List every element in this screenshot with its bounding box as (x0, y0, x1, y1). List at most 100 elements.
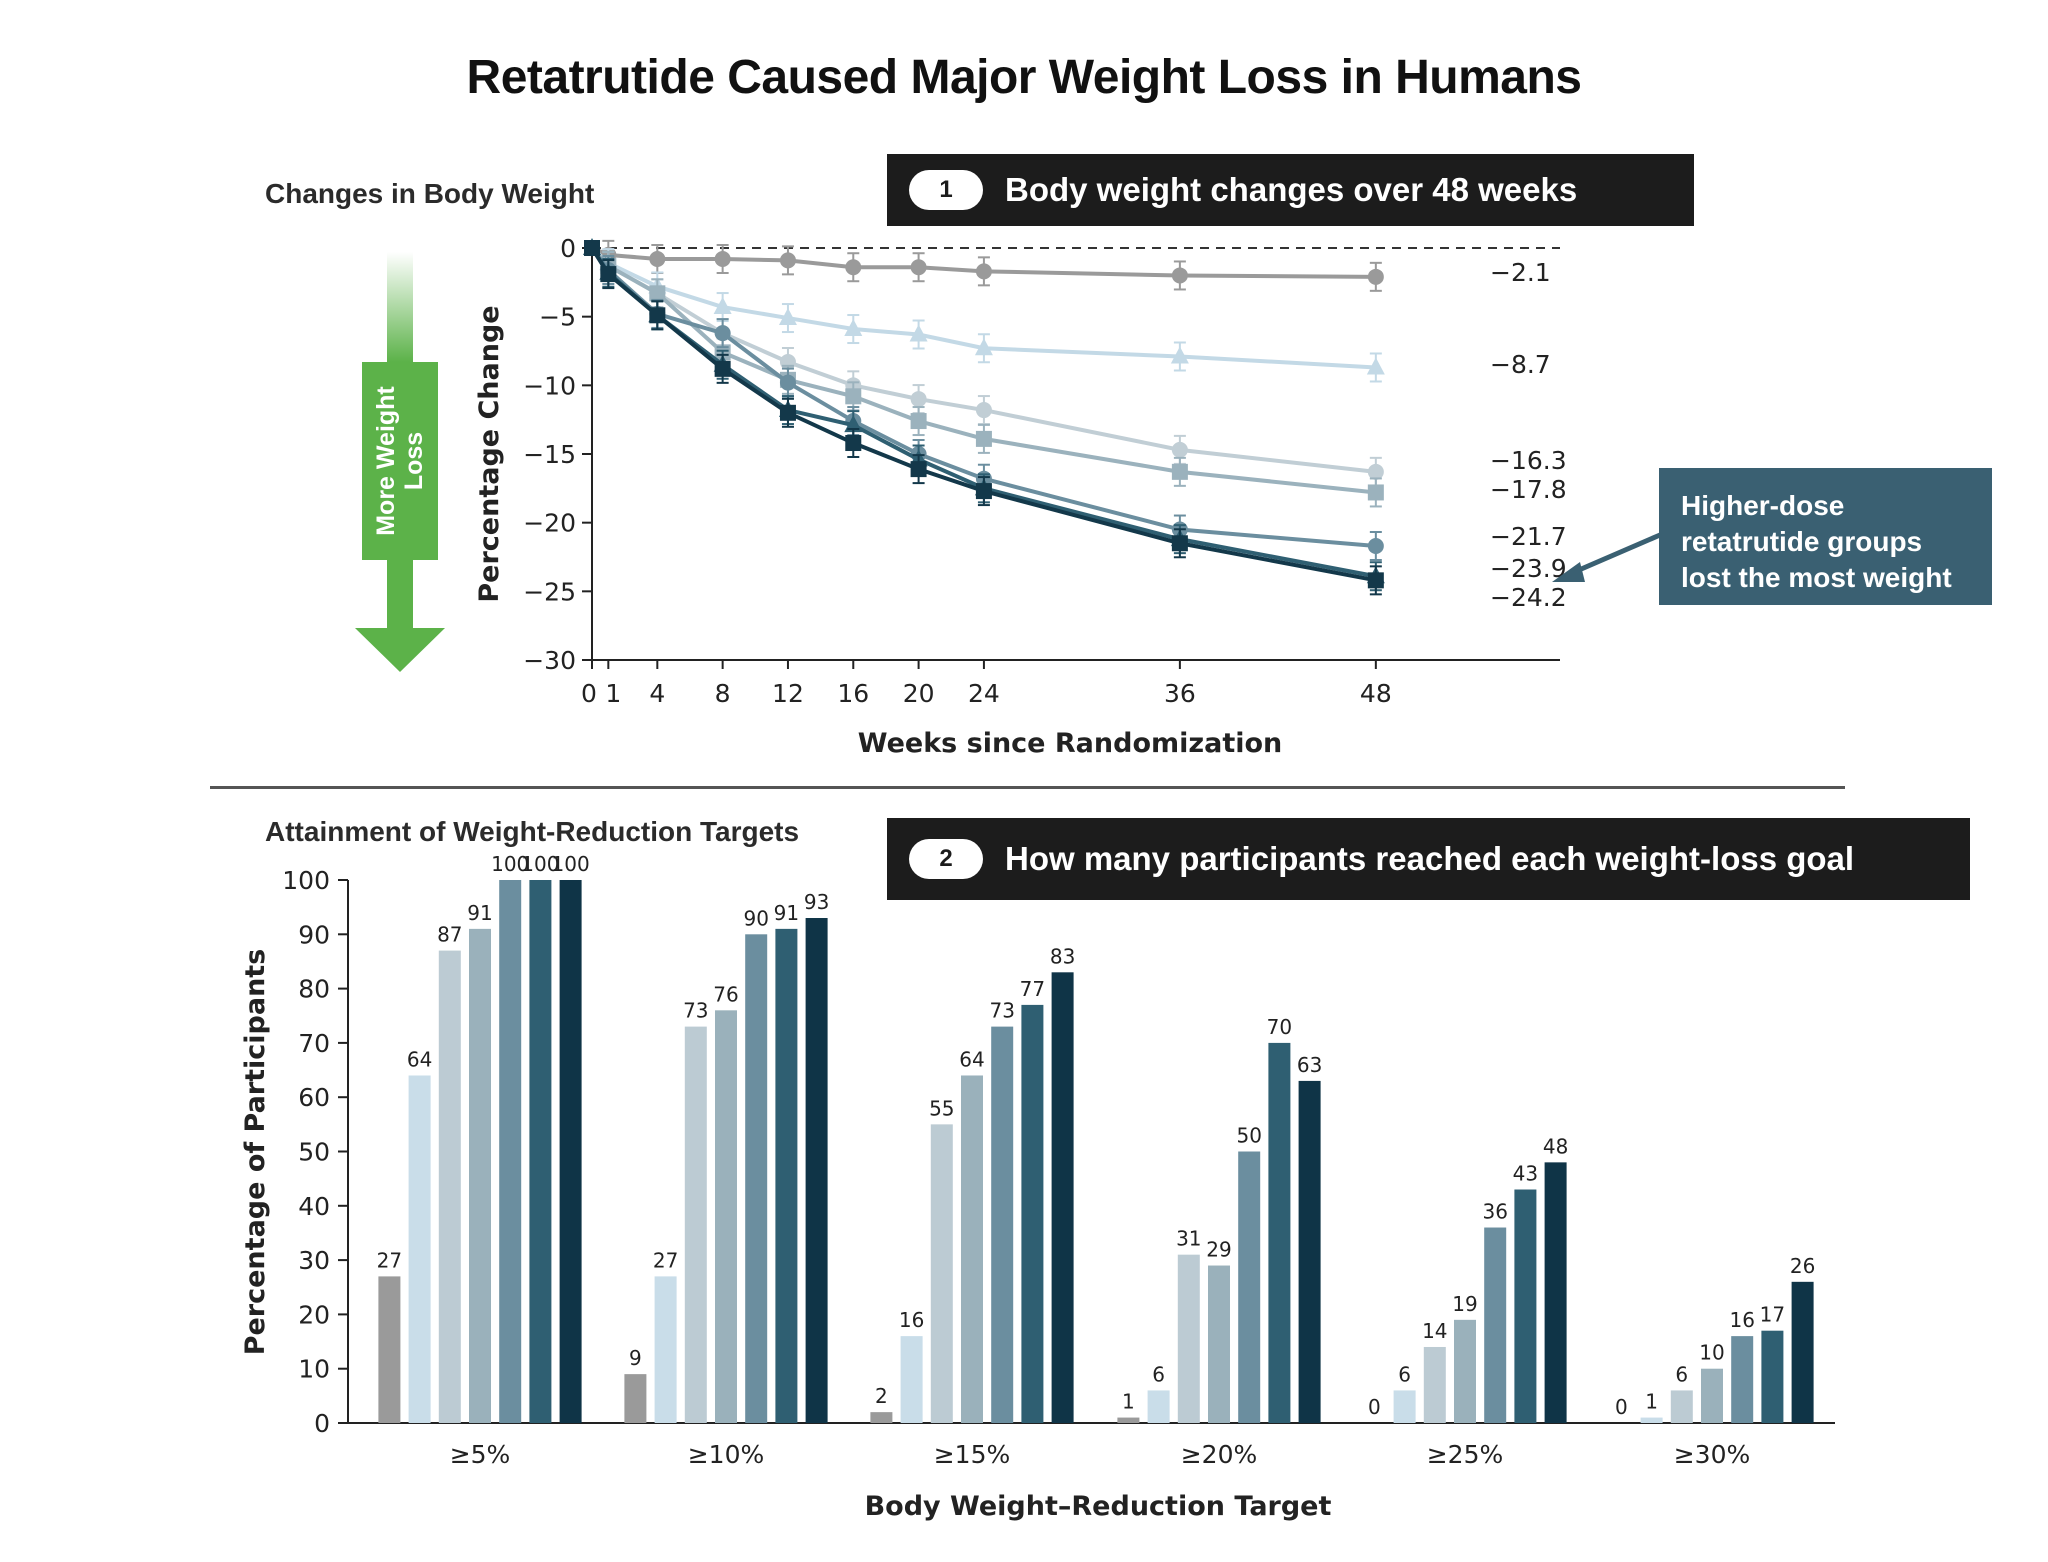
data-point (1367, 268, 1384, 285)
banner-2: 2 How many participants reached each wei… (887, 818, 1970, 900)
bar-value-label: 77 (1020, 977, 1045, 1001)
bar (1423, 1346, 1446, 1423)
bar (991, 1026, 1014, 1423)
data-point (975, 483, 992, 500)
data-point (909, 324, 928, 342)
banner-2-number: 2 (909, 839, 983, 879)
y-tick-label: 60 (298, 1083, 330, 1112)
line-chart-x-label: Weeks since Randomization (858, 728, 1283, 759)
series-line (590, 246, 1376, 370)
bar-value-label: 73 (683, 999, 708, 1023)
bar-value-label: 10 (1699, 1341, 1724, 1365)
bar-value-label: 43 (1513, 1162, 1538, 1186)
data-point (714, 360, 731, 377)
data-point (1171, 441, 1188, 458)
category-label: ≥20% (1181, 1440, 1258, 1469)
bar-chart: 0102030405060708090100≥5%276487911001001… (240, 852, 1835, 1522)
bar (870, 1412, 893, 1423)
banner-1: 1 Body weight changes over 48 weeks (887, 154, 1694, 226)
category-label: ≥10% (688, 1440, 765, 1469)
bar (1761, 1330, 1784, 1423)
x-tick-label: 24 (968, 679, 1000, 708)
data-point (1367, 572, 1384, 589)
bar (529, 880, 552, 1423)
data-point (1366, 357, 1385, 375)
bar-value-label: 48 (1543, 1134, 1568, 1158)
y-tick-label: 0 (314, 1409, 330, 1438)
data-point (974, 338, 993, 356)
data-point (845, 435, 862, 452)
data-point (1367, 484, 1384, 501)
bar-value-label: 0 (1615, 1395, 1628, 1419)
bar (930, 1124, 953, 1423)
data-point (1367, 463, 1384, 480)
bar-value-label: 55 (929, 1096, 954, 1120)
bar-value-label: 64 (407, 1047, 432, 1071)
series-line (590, 246, 1377, 495)
y-tick-label: 80 (298, 975, 330, 1004)
bar (745, 934, 768, 1423)
x-tick-label: 20 (903, 679, 935, 708)
bar (559, 880, 582, 1423)
data-point (714, 250, 731, 267)
bar-value-label: 70 (1267, 1015, 1292, 1039)
data-point (845, 388, 862, 405)
bar (1268, 1042, 1291, 1423)
bar-value-label: 83 (1050, 944, 1075, 968)
y-tick-label: −25 (523, 577, 576, 606)
bar (1393, 1390, 1416, 1423)
data-point (600, 266, 617, 283)
bar (1701, 1368, 1723, 1423)
data-point (779, 404, 796, 421)
bar-value-label: 90 (743, 906, 768, 930)
bar-value-label: 73 (989, 999, 1014, 1023)
bar-value-label: 14 (1422, 1319, 1447, 1343)
data-point (1170, 346, 1189, 364)
bar (438, 950, 461, 1423)
x-tick-label: 8 (715, 679, 731, 708)
bar (715, 1010, 737, 1423)
bar-value-label: 17 (1760, 1303, 1785, 1327)
y-tick-label: −5 (539, 303, 576, 332)
y-tick-label: −15 (523, 440, 576, 469)
y-tick-label: 50 (298, 1138, 330, 1167)
banner-1-text: Body weight changes over 48 weeks (1005, 171, 1578, 208)
bar (1514, 1189, 1537, 1423)
series-end-label: −16.3 (1490, 446, 1567, 475)
bar (805, 918, 828, 1423)
banner-2-text: How many participants reached each weigh… (1005, 840, 1855, 877)
bar (900, 1336, 923, 1423)
data-point (1171, 267, 1188, 284)
bar-value-label: 27 (653, 1248, 678, 1272)
callout-box: Higher-dose retatrutide groups lost the … (1659, 468, 1992, 605)
bar-value-label: 1 (1645, 1390, 1658, 1414)
bar-value-label: 6 (1398, 1362, 1411, 1386)
bar-value-label: 100 (491, 852, 529, 876)
data-point (975, 430, 992, 447)
data-point (1171, 463, 1188, 480)
y-tick-label: 10 (298, 1355, 330, 1384)
line-chart: 0−5−10−15−20−25−300 1 4 8 12 16 20 24 36 48Weeks … (474, 234, 1661, 759)
x-tick-label: 36 (1164, 679, 1196, 708)
data-point (845, 259, 862, 276)
data-point (844, 415, 863, 433)
bar-value-label: 50 (1236, 1124, 1261, 1148)
x-tick-label: 4 (649, 679, 665, 708)
data-point (1171, 535, 1188, 552)
bar-value-label: 31 (1176, 1227, 1201, 1251)
series-end-label: −24.2 (1490, 583, 1567, 612)
category-label: ≥30% (1674, 1440, 1751, 1469)
bar-value-label: 29 (1206, 1238, 1231, 1262)
bar (961, 1075, 983, 1423)
x-tick-label: 0 (581, 679, 597, 708)
data-point (778, 308, 797, 326)
bar (499, 880, 522, 1423)
series-line (590, 246, 1377, 583)
bar-value-label: 27 (377, 1248, 402, 1272)
y-tick-label: 0 (560, 234, 576, 263)
bar (1238, 1151, 1261, 1423)
bar (1640, 1417, 1663, 1423)
category-label: ≥15% (934, 1440, 1011, 1469)
y-tick-label: 40 (298, 1192, 330, 1221)
bar-value-label: 6 (1152, 1362, 1165, 1386)
